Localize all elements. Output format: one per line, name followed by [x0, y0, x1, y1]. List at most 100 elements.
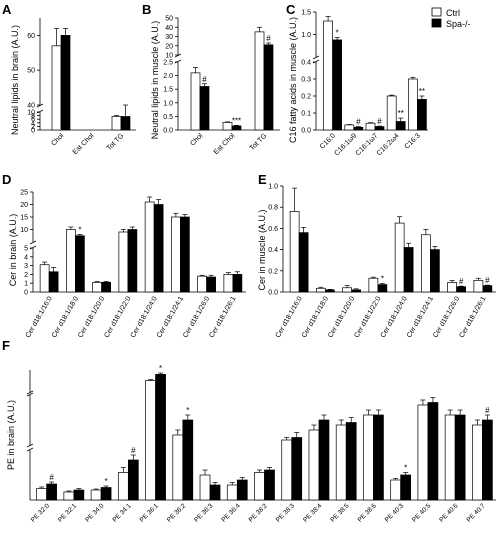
panel-d-axis-break-mark — [29, 245, 37, 250]
panel-c-significance-mark: ** — [398, 109, 404, 118]
panel-d-y-tick-label: 10 — [20, 227, 28, 234]
panel-a-category-label: Tot TG — [106, 132, 126, 152]
panel-f-bar — [254, 472, 265, 501]
panel-d-category-label: Cer d18:1/26:0 — [182, 295, 211, 339]
panel-f-category-label: PE 34:1 — [111, 502, 133, 524]
panel-f-bar — [482, 419, 493, 501]
panel-label-f: F — [2, 338, 10, 353]
panel-f-bar — [373, 414, 384, 501]
panel-f-bar — [117, 472, 129, 501]
panel-e-y-tick-label: 1.0 — [268, 184, 278, 191]
panel-a-y-tick-label: 0 — [31, 128, 35, 135]
panel-c-bar — [417, 99, 427, 131]
panel-b-category-label: Tot TG — [249, 132, 269, 152]
panel-d-bar — [144, 201, 155, 293]
panel-b-bar — [199, 86, 210, 131]
panel-e-bar — [430, 249, 440, 293]
panel-f-category-label: PE 40:5 — [411, 502, 433, 524]
panel-c-y-tick-label: 1.0 — [301, 32, 311, 39]
panel-a-axis-break-mark — [36, 103, 44, 108]
panel-e-bar — [473, 279, 484, 293]
panel-b-y-tick-label: 1.5 — [163, 87, 173, 94]
legend-ctrl-swatch — [431, 7, 442, 17]
panel-e-significance-mark: # — [459, 277, 464, 286]
panel-f-bar — [63, 491, 75, 501]
panel-c-bar — [374, 126, 385, 131]
panel-d-y-tick-label: 0 — [24, 290, 28, 297]
panel-f-bar — [400, 474, 412, 501]
panel-e-bar — [325, 289, 335, 293]
panel-c-bar — [386, 95, 397, 131]
panel-b-bar — [263, 44, 274, 131]
panel-e-significance-mark: * — [381, 275, 384, 284]
panel-a-y-tick-label: 2 — [31, 124, 35, 131]
panel-f-category-label: PE 36:4 — [220, 502, 242, 524]
panel-d-bar — [127, 229, 138, 293]
panel-f-significance-mark: # — [485, 406, 490, 415]
panel-f-bar — [363, 414, 374, 501]
panel-f-category-label: PE 40:7 — [465, 502, 487, 524]
panel-c-bar — [365, 122, 376, 131]
panel-d-category-label: Cer d18:1/24:1 — [156, 295, 185, 339]
panel-f-bar — [417, 404, 429, 501]
panel-f-category-label: PE 36:1 — [139, 502, 161, 524]
panel-b-significance-mark: # — [266, 34, 271, 43]
panel-f-bar — [264, 469, 275, 501]
panel-a-bar — [60, 35, 71, 131]
legend-ctrl-label: Ctrl — [446, 8, 460, 18]
panel-f-category-label: PE 40:3 — [384, 502, 406, 524]
panel-f-bar — [335, 424, 347, 501]
panel-f-significance-mark: * — [105, 477, 108, 486]
panel-e-category-label: Cer d18:1/20:0 — [327, 295, 356, 339]
panel-e-category-label: Cer d18:1/24:0 — [380, 295, 409, 339]
panel-c-bar — [323, 20, 333, 131]
panel-a-y-tick-label: 50 — [27, 68, 35, 75]
panel-e-bar — [421, 234, 431, 293]
panel-e-bar — [351, 289, 361, 293]
panel-f-significance-mark: * — [404, 464, 407, 473]
panel-b-y-tick-label: 30 — [165, 34, 173, 41]
panel-b-bar — [231, 125, 242, 131]
panel-f-category-label: PE 38:2 — [248, 502, 270, 524]
panel-c-bar — [408, 78, 418, 131]
panel-e-bar — [342, 287, 352, 293]
panel-f-bar — [291, 437, 303, 501]
panel-e-y-tick-label: 0.0 — [268, 290, 278, 297]
panel-e-category-label: Cer d18:1/22:0 — [353, 295, 382, 339]
panel-e-y-tick-label: 0.2 — [268, 268, 278, 275]
panel-f-significance-mark: * — [159, 364, 162, 373]
panel-d-category-label: Cer d18:1/20:0 — [77, 295, 106, 339]
panel-d-bar — [206, 276, 216, 293]
panel-b-ylabel: Neutral lipids in muscle (A.U.) — [150, 21, 160, 140]
panel-e-category-label: Cer d18:1/24:1 — [406, 295, 435, 339]
panel-f-bar — [281, 439, 293, 501]
panel-f-bar — [345, 422, 357, 501]
panel-f-bar — [100, 487, 112, 501]
panel-d-bar — [223, 274, 234, 293]
panel-d-bar — [39, 264, 50, 293]
panel-d-bar — [197, 275, 207, 293]
panel-e-category-label: Cer d18:1/16:0 — [275, 295, 304, 339]
panel-a-y-tick-label: 60 — [27, 33, 35, 40]
panel-d-y-tick-label: 5 — [24, 246, 28, 253]
panel-f-significance-mark: # — [131, 446, 136, 455]
panel-e-significance-mark: # — [485, 276, 490, 285]
panel-c-category-label: C16:2ω4 — [376, 132, 401, 157]
panel-e-bar — [298, 232, 309, 293]
panel-e-bar — [377, 284, 388, 293]
panel-c-axis-break-mark — [312, 55, 320, 60]
panel-e-category-label: Cer d18:1/26:1 — [458, 295, 487, 339]
panel-b-y-tick-label: 40 — [165, 25, 173, 32]
panel-a-category-label: Chol — [50, 132, 65, 147]
panel-c-bar — [344, 124, 355, 131]
panel-f-bar — [318, 419, 330, 501]
panel-f-category-label: PE 40:6 — [438, 502, 460, 524]
panel-b-axis-break-mark — [174, 53, 182, 58]
panel-b-y-tick-label: 2.5 — [163, 60, 173, 67]
panel-b-bar — [222, 122, 233, 131]
panel-c-y-tick-label: 0.2 — [301, 94, 311, 101]
panel-d-ylabel: Cer in brain (A.U.) — [8, 214, 18, 287]
panel-d-y-tick-label: 1 — [24, 281, 28, 288]
panel-f-bar — [390, 479, 402, 501]
panel-e-bar — [289, 211, 300, 293]
